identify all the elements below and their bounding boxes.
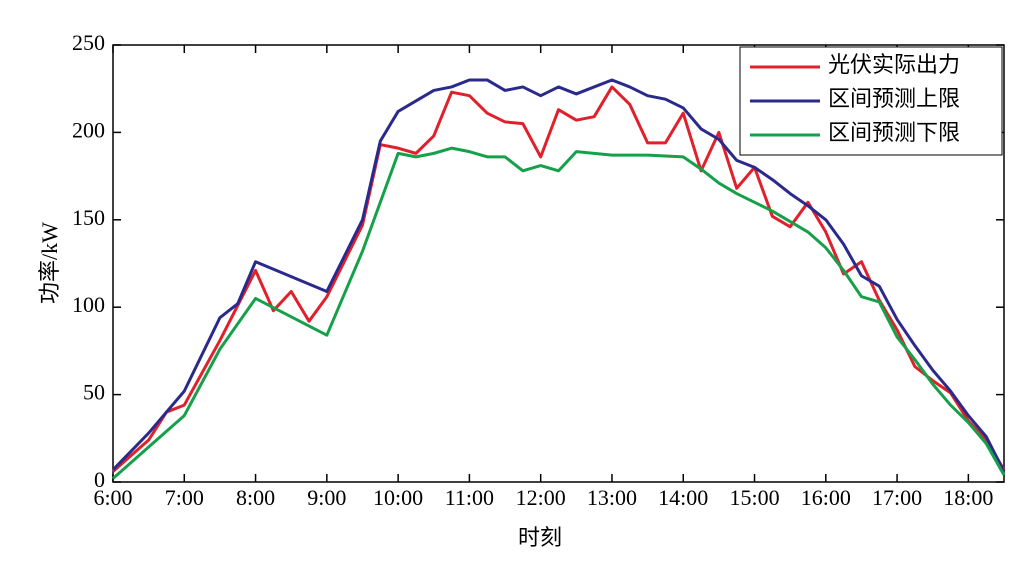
x-tick-label: 16:00 xyxy=(801,485,851,510)
x-tick-label: 12:00 xyxy=(516,485,566,510)
plot-frame xyxy=(112,44,1005,483)
y-tick-label: 0 xyxy=(94,467,105,492)
legend-label: 区间预测上限 xyxy=(828,86,960,111)
legend-label: 光伏实际出力 xyxy=(828,52,960,77)
legend-label: 区间预测下限 xyxy=(828,120,960,145)
series-line xyxy=(111,78,1006,473)
series-line xyxy=(112,85,1006,473)
x-tick-label: 15:00 xyxy=(729,485,779,510)
y-tick-label: 150 xyxy=(72,205,105,230)
y-tick-label: 200 xyxy=(72,117,105,142)
x-tick-label: 10:00 xyxy=(373,485,423,510)
y-tick-label: 50 xyxy=(83,380,105,405)
x-tick-label: 17:00 xyxy=(872,485,922,510)
x-tick-label: 6:00 xyxy=(93,485,132,510)
x-tick-label: 13:00 xyxy=(587,485,637,510)
x-tick-label: 9:00 xyxy=(307,485,346,510)
x-tick-label: 11:00 xyxy=(445,485,494,510)
x-tick-label: 18:00 xyxy=(943,485,993,510)
y-tick-label: 250 xyxy=(72,30,105,55)
y-tick-label: 100 xyxy=(72,292,105,317)
x-tick-label: 7:00 xyxy=(165,485,204,510)
x-tick-label: 8:00 xyxy=(236,485,275,510)
y-axis-label: 功率/kW xyxy=(37,222,62,304)
series-line xyxy=(112,146,1006,480)
x-axis-label: 时刻 xyxy=(518,525,562,550)
x-tick-label: 14:00 xyxy=(658,485,708,510)
